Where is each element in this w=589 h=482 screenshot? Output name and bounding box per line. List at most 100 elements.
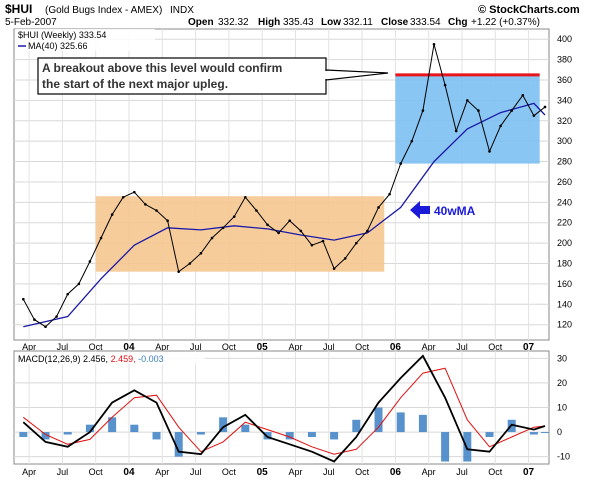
macd-x-tick-label: Oct	[488, 467, 503, 477]
macd-hist-bar	[152, 432, 161, 440]
macd-line	[22, 354, 546, 463]
price-point	[543, 105, 547, 109]
price-y-tick-label: 220	[557, 218, 572, 228]
left-arrow-icon	[410, 201, 430, 219]
price-point	[410, 139, 414, 143]
price-point	[166, 219, 169, 222]
macd-hist-bar	[130, 424, 139, 433]
price-point	[399, 162, 403, 165]
price-y-tick-label: 120	[557, 320, 572, 330]
callout-line-2: the start of the next major upleg.	[42, 77, 228, 91]
price-point	[121, 195, 125, 199]
high-label: High	[258, 17, 280, 28]
price-y-tick-label: 340	[557, 95, 572, 105]
ma-annotation: 40wMA	[410, 201, 476, 219]
price-y-tick-label: 200	[557, 238, 572, 248]
callout-pointer-mask	[324, 71, 327, 79]
macd-hist-bar	[241, 424, 250, 433]
price-point	[144, 203, 147, 206]
price-x-tick-label: Jul	[57, 342, 69, 352]
price-x-tick-label: Apr	[288, 342, 302, 352]
price-line	[22, 42, 547, 329]
price-x-tick-label: Apr	[155, 342, 169, 352]
price-point	[454, 129, 458, 133]
price-point	[310, 243, 314, 247]
macd-x-tick-label: Oct	[355, 467, 370, 477]
macd-hist-bar	[330, 432, 339, 440]
price-point	[466, 99, 469, 102]
price-x-tick-label: 04	[123, 342, 135, 353]
macd-x-tick-label: Apr	[422, 467, 436, 477]
macd-x-tick-label: Jul	[190, 467, 202, 477]
legend-price: $HUI (Weekly) 333.54	[18, 30, 106, 40]
price-y-tick-label: 180	[557, 259, 572, 269]
low-label: Low	[321, 17, 341, 28]
price-point	[521, 93, 525, 97]
price-y-tick-label: 360	[557, 75, 572, 85]
price-point	[477, 109, 480, 112]
price-point	[133, 190, 136, 194]
open-label: Open	[188, 17, 214, 28]
macd-hist-value: -0.003	[138, 354, 164, 364]
upper-range-box	[395, 74, 540, 164]
price-y-tick-label: 320	[557, 116, 572, 126]
price-point	[366, 229, 369, 233]
macd-x-tick-label: 07	[523, 467, 535, 478]
price-point	[44, 325, 47, 329]
macd-grid	[14, 351, 549, 464]
macd-hist-bar	[441, 432, 450, 462]
annotation-callout: A breakout above this level would confir…	[37, 57, 389, 95]
macd-x-tick-label: Oct	[222, 467, 237, 477]
macd-hist-bar	[174, 432, 183, 457]
price-point	[443, 83, 447, 87]
macd-hist-bar	[541, 432, 550, 434]
price-point	[510, 109, 514, 112]
chart-symbol: $HUI	[5, 2, 32, 16]
macd-hist-bar	[85, 424, 94, 433]
macd-x-tick-label: Jul	[456, 467, 468, 477]
price-x-tick-label: Jul	[190, 342, 202, 352]
ma-annotation-label: 40wMA	[434, 204, 476, 218]
price-x-tick-label: Oct	[488, 342, 503, 352]
range-boxes	[95, 73, 540, 272]
price-point	[66, 292, 70, 296]
price-point	[110, 213, 114, 216]
macd-value: 2.456,	[83, 354, 111, 364]
price-point	[255, 209, 258, 212]
macd-hist-bar	[418, 414, 427, 433]
macd-hist-bar	[374, 407, 383, 433]
price-point	[432, 42, 436, 46]
price-y-tick-label: 380	[557, 55, 572, 65]
price-y-tick-label: 260	[557, 177, 572, 187]
macd-x-tick-label: 04	[123, 467, 135, 478]
chart-date: 5-Feb-2007	[5, 17, 57, 28]
macd-hist-bar	[396, 412, 405, 433]
price-point	[266, 223, 269, 227]
price-point	[244, 195, 247, 199]
macd-hist-bar	[285, 432, 294, 440]
price-point	[210, 236, 214, 240]
price-x-tick-label: Jul	[456, 342, 468, 352]
callout-line-1: A breakout above this level would confir…	[42, 61, 282, 75]
price-point	[488, 150, 491, 153]
macd-y-tick-label: -10	[557, 452, 570, 462]
macd-x-tick-label: Oct	[89, 467, 104, 477]
macd-x-axis: Apr Jul Oct 04 Apr Jul Oct 05 Apr Jul Oct 06 Apr Jul O…	[22, 467, 534, 478]
price-x-tick-label: 05	[257, 342, 269, 353]
price-point	[499, 124, 502, 128]
price-point	[532, 114, 536, 117]
price-point	[33, 318, 36, 321]
price-point	[77, 282, 81, 286]
legend-box	[15, 29, 155, 51]
macd-x-tick-label: 06	[390, 467, 402, 478]
price-point	[22, 297, 25, 301]
macd-y-tick-label: 30	[557, 353, 567, 363]
price-x-tick-label: Oct	[355, 342, 370, 352]
ma40-line	[23, 102, 546, 328]
macd-hist-bar	[352, 419, 361, 433]
open-value: 332.32	[218, 17, 249, 28]
macd-hist-bar	[19, 432, 28, 437]
price-x-tick-label: Apr	[422, 342, 436, 352]
close-value: 333.54	[410, 17, 441, 28]
low-value: 332.11	[343, 17, 373, 28]
